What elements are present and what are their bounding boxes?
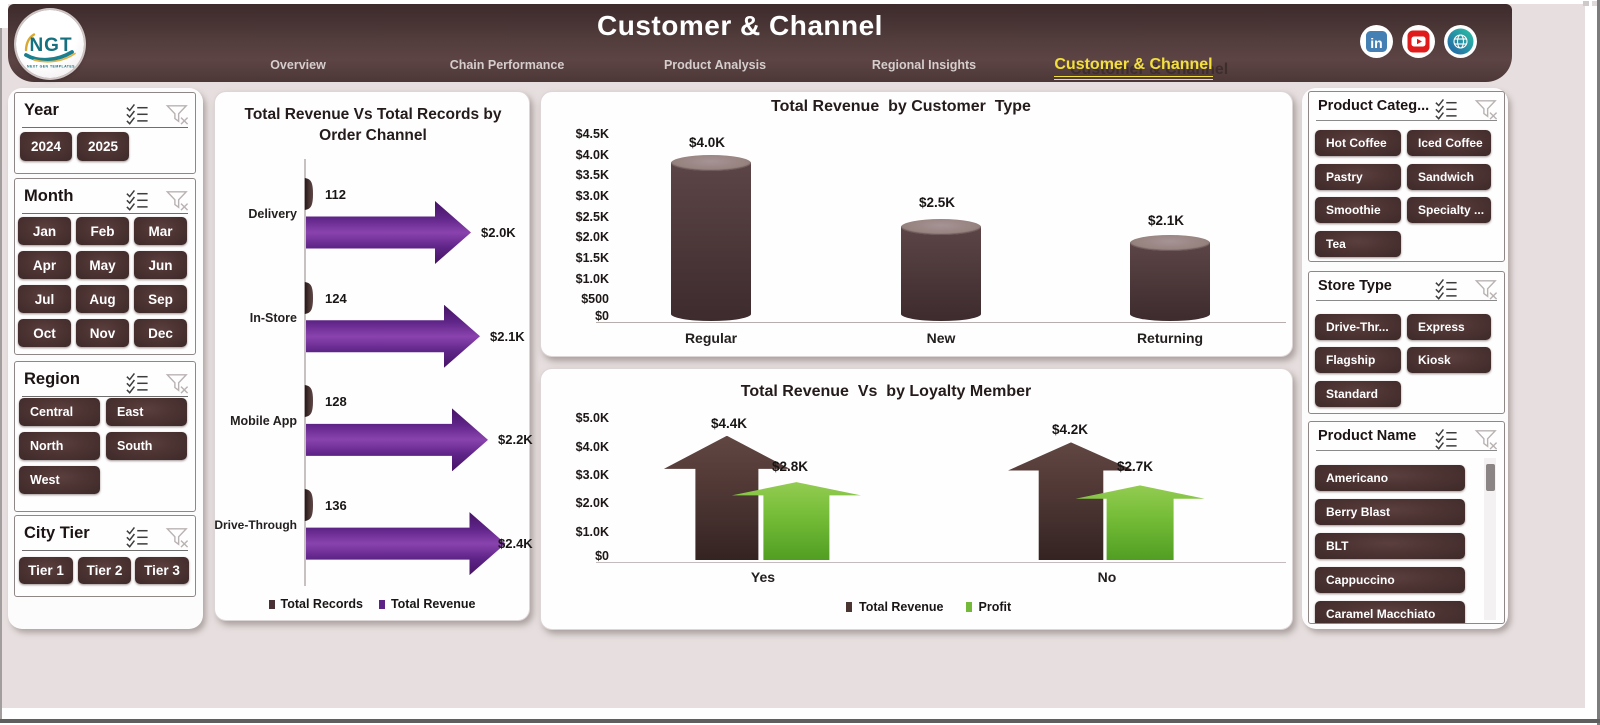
- svg-text:in: in: [1370, 35, 1382, 51]
- svg-text:NEXT GEN TEMPLATES: NEXT GEN TEMPLATES: [27, 65, 75, 69]
- svg-text:NGT: NGT: [29, 35, 72, 56]
